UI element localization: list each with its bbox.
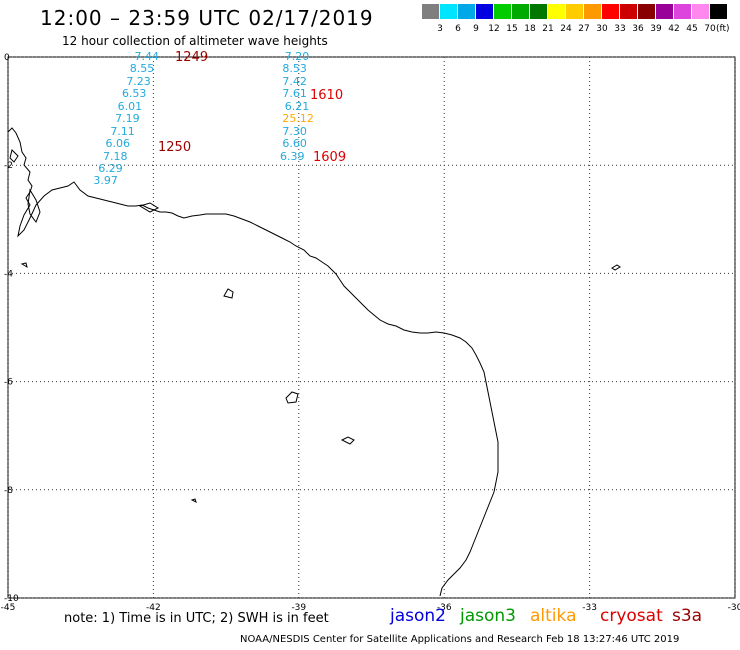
legend-label: 39 (650, 24, 662, 34)
wave-height-value: 6.53 (121, 87, 147, 101)
y-tick-label: -2 (4, 161, 13, 171)
legend-label: 30 (596, 24, 608, 34)
credit-line: NOAA/NESDIS Center for Satellite Applica… (240, 634, 680, 645)
legend-swatch (422, 4, 440, 19)
satellite-name: s3a (672, 606, 703, 626)
island-outline (20, 262, 28, 269)
island-outline (9, 149, 19, 163)
y-tick-label: -6 (4, 378, 13, 388)
legend-label: 9 (473, 24, 479, 34)
wave-height-value: 7.20 (284, 50, 310, 63)
y-tick-label: -8 (4, 486, 13, 496)
legend-swatch (656, 4, 674, 19)
y-tick-label: -4 (4, 269, 13, 279)
legend-label: 36 (632, 24, 644, 34)
island-outline (340, 436, 355, 445)
legend-label: 45 (686, 24, 698, 34)
wave-height-value: 8.53 (282, 62, 307, 76)
wave-height-value: 7.44 (134, 50, 160, 63)
wave-height-value: 6.29 (98, 161, 123, 175)
x-tick-label: -42 (146, 603, 161, 613)
legend-swatch (476, 4, 494, 19)
map-frame (7, 56, 736, 599)
legend-swatch (638, 4, 656, 19)
legend-swatch (530, 4, 548, 19)
wave-height-value: 6.21 (284, 99, 310, 113)
coastline (7, 127, 499, 597)
wave-height-value: 25.12 (282, 112, 314, 126)
wave-height-value: 3.97 (93, 174, 118, 188)
x-tick-label: -45 (1, 603, 16, 613)
legend-label: 27 (578, 24, 590, 34)
island-outline (285, 391, 299, 404)
legend-swatch (710, 4, 728, 19)
wave-height-value: 7.61 (282, 87, 307, 101)
wave-height-value: 7.30 (282, 124, 307, 138)
legend-swatch (692, 4, 710, 19)
island-outline (138, 202, 160, 213)
legend-swatch (548, 4, 566, 19)
wave-height-value: 7.18 (103, 149, 128, 163)
x-tick-label: -30 (728, 603, 740, 613)
pass-time-label: 1250 (158, 140, 192, 155)
legend-swatch (458, 4, 476, 19)
legend-swatch (566, 4, 584, 19)
island-outline (611, 264, 621, 271)
legend-label: 12 (488, 24, 500, 34)
legend-label: 6 (455, 24, 461, 34)
x-tick-label: -36 (437, 603, 452, 613)
pass-time-label: 1249 (175, 50, 209, 65)
satellite-name: cryosat (600, 606, 663, 626)
legend-swatch (620, 4, 638, 19)
legend-label: 21 (542, 24, 554, 34)
map-subtitle: 12 hour collection of altimeter wave hei… (62, 34, 328, 48)
legend-swatch (440, 4, 458, 19)
x-tick-label: -33 (582, 603, 597, 613)
atoll-outline (223, 288, 234, 299)
footnote: note: 1) Time is in UTC; 2) SWH is in fe… (64, 611, 329, 626)
satellite-name: jason3 (460, 606, 516, 626)
legend-swatch (494, 4, 512, 19)
legend-label: 15 (506, 24, 518, 34)
y-tick-label: -10 (4, 594, 19, 604)
wave-height-value: 7.19 (115, 112, 140, 126)
wave-height-value: 8.55 (129, 62, 155, 76)
legend-label: 24 (560, 24, 572, 34)
legend-label: 18 (524, 24, 536, 34)
wave-height-value: 6.01 (117, 99, 143, 113)
wave-height-value: 7.42 (282, 74, 307, 88)
legend-swatch (584, 4, 602, 19)
legend-swatch (512, 4, 530, 19)
legend-label: 33 (614, 24, 626, 34)
y-tick-label: 0 (4, 53, 10, 63)
pass-time-label: 1610 (310, 88, 344, 103)
wave-height-value: 7.23 (126, 74, 151, 88)
island-outline (27, 188, 41, 224)
legend-label: 70 (704, 24, 716, 34)
map-title: 12:00 – 23:59 UTC 02/17/2019 (40, 6, 374, 30)
legend-label: 42 (668, 24, 680, 34)
legend-swatch (674, 4, 692, 19)
satellite-name: altika (530, 606, 577, 626)
wave-height-value: 6.06 (105, 137, 130, 151)
island-outline (190, 498, 197, 503)
legend-label: 3 (437, 24, 443, 34)
legend-unit: (ft) (716, 24, 730, 34)
wave-height-value: 6.60 (282, 137, 307, 151)
legend-swatch (602, 4, 620, 19)
pass-time-label: 1609 (313, 150, 347, 165)
x-tick-label: -39 (291, 603, 306, 613)
wave-height-value: 7.11 (110, 124, 135, 138)
satellite-name: jason2 (390, 606, 446, 626)
wave-height-value: 6.39 (279, 149, 305, 163)
